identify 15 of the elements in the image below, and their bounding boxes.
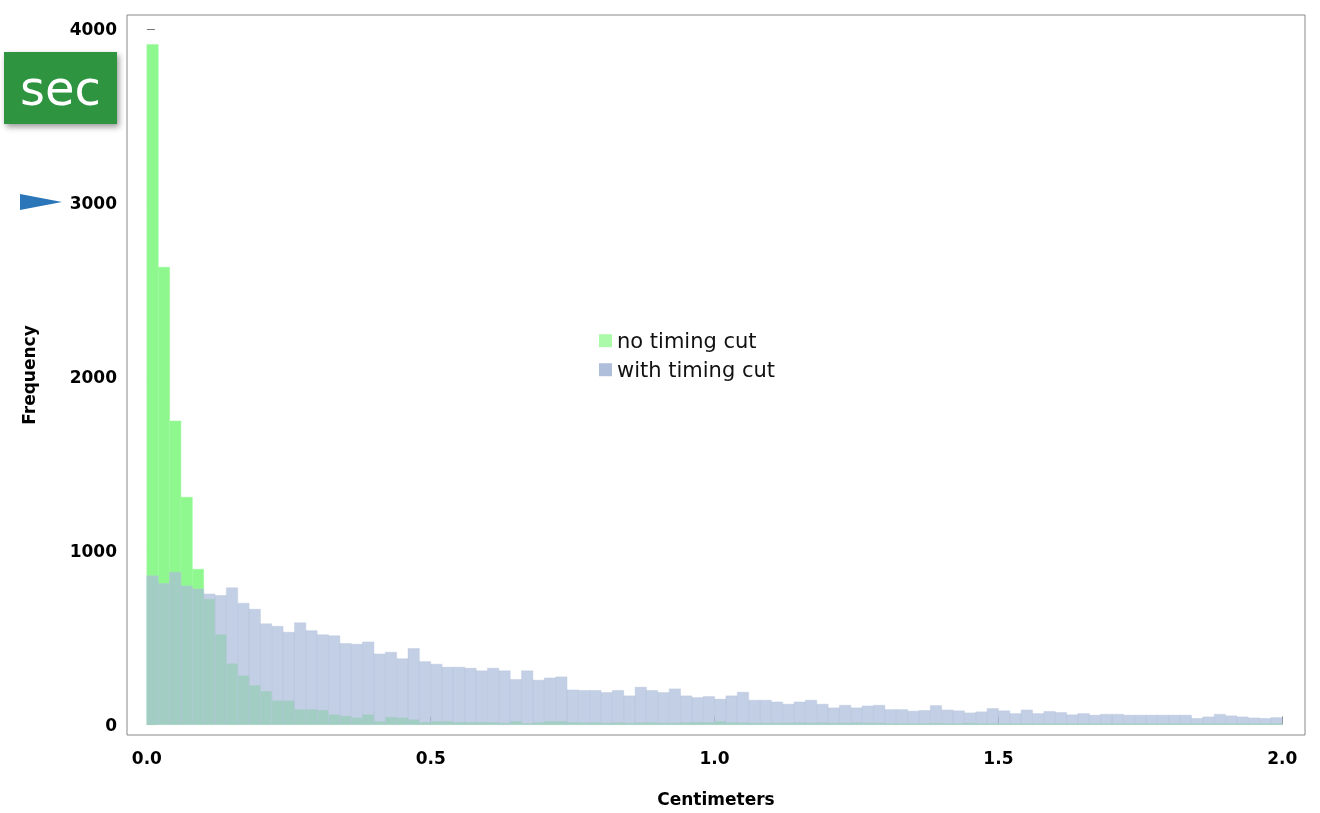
text: sec — [4, 52, 117, 124]
x-tick-label: 2.0 — [1267, 747, 1298, 768]
x-tick-label: 0.0 — [131, 747, 163, 768]
y-tick-label: 3000 — [69, 192, 118, 213]
x-tick-label: 0.5 — [415, 747, 446, 768]
y-tick-label: 2000 — [69, 366, 118, 387]
legend-label: with timing cut — [617, 357, 775, 382]
y-tick-label: 4000 — [69, 18, 118, 39]
y-axis-title: Frequency — [18, 325, 39, 425]
legend-label: no timing cut — [617, 328, 757, 353]
y-tick-label: 0 — [105, 714, 118, 735]
y-tick-label: 1000 — [69, 540, 118, 561]
x-axis-title: Centimeters — [657, 788, 775, 809]
x-tick-label: 1.0 — [699, 747, 730, 768]
x-tick-label: 1.5 — [983, 747, 1014, 768]
